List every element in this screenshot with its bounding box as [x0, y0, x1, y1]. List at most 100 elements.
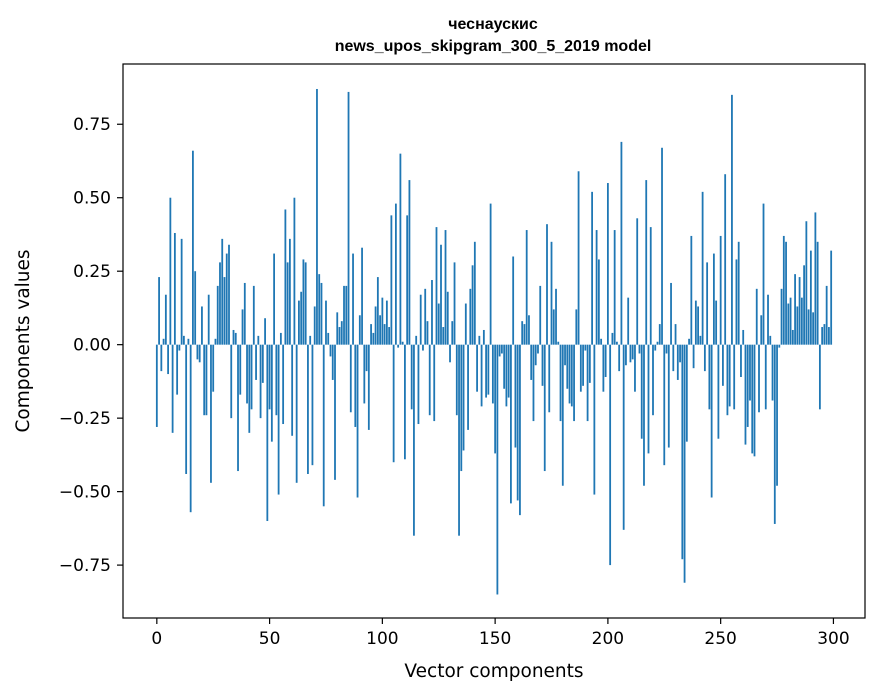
bar	[361, 247, 363, 345]
bar	[818, 344, 821, 410]
bar	[182, 335, 185, 345]
bar	[566, 344, 569, 389]
bar	[176, 344, 179, 395]
bar	[223, 277, 226, 345]
bar	[487, 344, 490, 395]
bar	[171, 344, 174, 433]
bar	[724, 174, 727, 345]
bar	[273, 253, 275, 345]
bar	[658, 324, 661, 345]
bar	[399, 153, 402, 345]
bar	[237, 344, 239, 472]
bar	[221, 238, 224, 345]
bar	[573, 344, 575, 422]
bar	[625, 344, 627, 366]
bar	[505, 344, 508, 407]
bar	[295, 344, 298, 483]
bar	[710, 344, 713, 498]
bar	[690, 235, 693, 345]
bar	[336, 312, 339, 345]
bar	[471, 265, 474, 345]
bar	[243, 282, 246, 345]
bar	[494, 344, 497, 454]
bar	[627, 297, 630, 345]
bar	[374, 306, 377, 345]
bar	[462, 344, 465, 451]
bar	[828, 327, 830, 345]
bar	[401, 341, 404, 345]
bar	[246, 344, 248, 404]
bar	[408, 180, 411, 345]
bar	[496, 344, 499, 595]
bar	[620, 141, 623, 345]
bar	[546, 224, 548, 345]
bar	[787, 303, 790, 345]
y-tick-label: 0.25	[73, 262, 111, 282]
bar	[656, 341, 659, 345]
bar	[286, 262, 289, 345]
bar	[782, 235, 785, 345]
bar	[751, 344, 754, 454]
bar	[440, 244, 442, 345]
bar	[189, 344, 192, 513]
bar	[694, 300, 697, 345]
bar	[225, 253, 228, 345]
bar	[491, 344, 494, 404]
bar	[717, 344, 720, 439]
bar	[512, 256, 515, 345]
bar	[316, 88, 318, 345]
bar	[340, 321, 343, 345]
bar	[794, 274, 796, 345]
bar	[606, 183, 609, 345]
bar	[201, 306, 203, 345]
bar	[688, 338, 690, 345]
bar	[780, 288, 783, 345]
bar	[329, 344, 332, 357]
bar	[514, 344, 517, 448]
x-tick-label: 250	[704, 629, 736, 649]
bar	[476, 344, 478, 392]
bar	[525, 230, 528, 345]
bar	[771, 344, 774, 401]
bar	[742, 329, 745, 345]
bar	[667, 344, 670, 448]
bar	[259, 344, 262, 419]
bar	[388, 327, 391, 345]
bar	[521, 321, 524, 345]
bar	[422, 344, 424, 351]
chart-title-group: чеснаускис news_upos_skipgram_300_5_2019…	[335, 16, 652, 55]
bar	[390, 215, 393, 345]
bar	[541, 344, 544, 386]
bar	[800, 297, 803, 345]
bar	[618, 344, 621, 372]
bar	[588, 344, 591, 383]
bar	[298, 300, 300, 345]
bar	[178, 344, 181, 351]
x-tick-label: 0	[151, 629, 162, 649]
bar	[613, 230, 616, 345]
bar	[282, 344, 285, 425]
bar	[419, 294, 422, 345]
bar	[665, 344, 668, 354]
bar	[753, 344, 756, 457]
bar	[464, 303, 467, 345]
bar	[347, 91, 350, 345]
bar	[640, 344, 643, 439]
bar	[597, 259, 600, 345]
bar	[744, 344, 747, 445]
bar	[164, 294, 167, 345]
bar	[825, 285, 828, 345]
bar	[798, 277, 801, 345]
bar	[187, 338, 190, 345]
bar	[352, 253, 354, 345]
bar	[392, 344, 395, 463]
bar	[252, 285, 255, 345]
bar	[234, 332, 237, 345]
bar	[654, 344, 657, 351]
x-axis-ticks: 0 50 100 150 200 250 300	[151, 618, 850, 649]
bar	[758, 344, 760, 413]
bar	[559, 344, 562, 422]
bar	[823, 324, 826, 345]
bar	[291, 344, 294, 436]
